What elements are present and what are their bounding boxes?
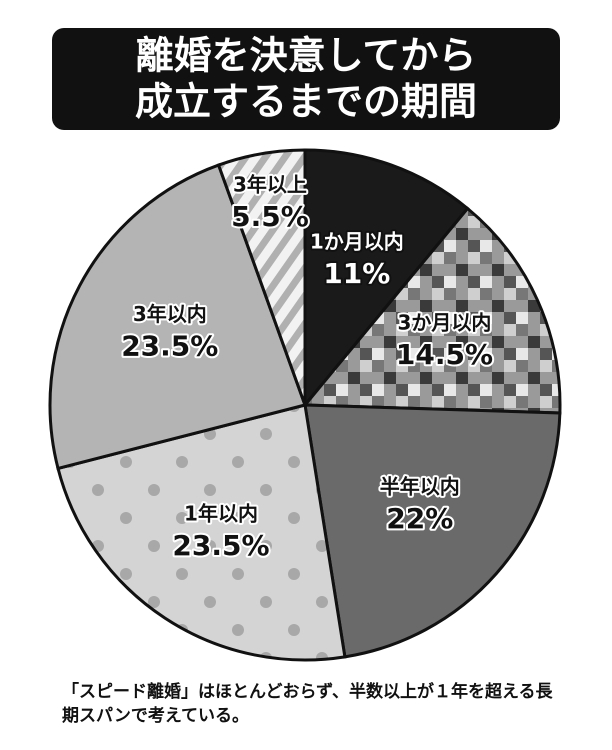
slice-value: 23.5% [172,529,269,562]
slice-value: 11% [323,257,390,290]
title-line: 離婚を決意してから [136,34,477,78]
labels: 1か月以内 11% 3か月以内 14.5% 半年以内 22% 1年以内 23.5% 3年以内 23… [119,171,495,564]
slice-category: 1か月以内 [310,230,404,254]
title-box [52,28,560,130]
slice-value: 22% [386,502,453,535]
pie [48,148,562,662]
slice-value: 23.5% [121,329,218,362]
slice-category: 3年以上 [233,173,307,197]
pie-slice [303,403,562,659]
slice-value: 5.5% [231,200,309,233]
pie-slice [301,206,562,415]
slice-category: 3年以内 [133,302,207,326]
slice-category: 3か月以内 [397,311,491,335]
slice-value: 14.5% [396,338,493,371]
caption: 「スピード離婚」はほとんどおらず、半数以上が１年を超える長期スパンで考えている。 [62,682,553,726]
pie-slice [48,163,307,471]
slice-category: 1年以内 [184,501,258,525]
pie-slice [303,148,470,410]
slice-category: 半年以内 [380,475,460,499]
title-line: 成立するまでの期間 [135,80,477,124]
pie-slice [56,403,347,662]
pie-slice [216,148,307,406]
